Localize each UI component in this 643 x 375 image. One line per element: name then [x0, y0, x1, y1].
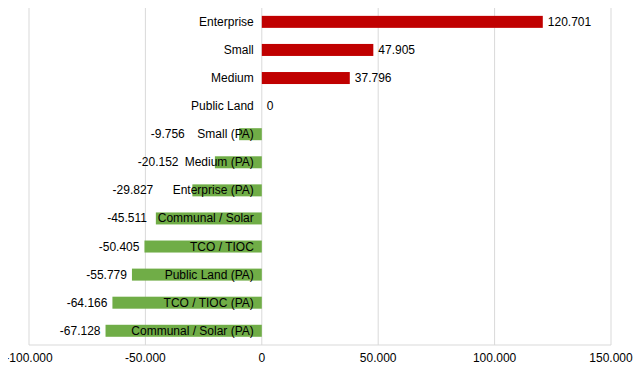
svg-text:-67.128: -67.128 [60, 324, 101, 338]
svg-text:Public Land (PA): Public Land (PA) [165, 268, 254, 282]
svg-text:Enterprise: Enterprise [199, 15, 254, 29]
svg-text:Medium: Medium [211, 71, 254, 85]
svg-text:0: 0 [267, 99, 274, 113]
svg-text:-29.827: -29.827 [113, 183, 154, 197]
svg-text:TCO / TIOC: TCO / TIOC [190, 240, 254, 254]
svg-text:0: 0 [258, 351, 265, 365]
svg-text:Communal / Solar (PA): Communal / Solar (PA) [131, 324, 253, 338]
svg-text:-45.511: -45.511 [107, 211, 147, 225]
svg-text:-50.000: -50.000 [125, 351, 166, 365]
svg-text:100.000: 100.000 [473, 351, 517, 365]
svg-text:47.905: 47.905 [378, 43, 415, 57]
svg-text:150.000: 150.000 [589, 351, 633, 365]
svg-text:120.701: 120.701 [548, 15, 592, 29]
svg-text:TCO / TIOC (PA): TCO / TIOC (PA) [164, 296, 254, 310]
svg-text:50.000: 50.000 [360, 351, 397, 365]
svg-text:Small: Small [224, 43, 254, 57]
svg-text:Medium (PA): Medium (PA) [185, 155, 254, 169]
svg-text:-100.000: -100.000 [8, 351, 53, 365]
svg-text:Small (PA): Small (PA) [197, 127, 253, 141]
svg-text:Communal / Solar: Communal / Solar [158, 211, 254, 225]
svg-text:-55.779: -55.779 [86, 268, 127, 282]
svg-text:37.796: 37.796 [355, 71, 392, 85]
svg-text:Public Land: Public Land [191, 99, 254, 113]
svg-text:-20.152: -20.152 [138, 155, 179, 169]
svg-text:-50.405: -50.405 [99, 240, 140, 254]
svg-text:-9.756: -9.756 [151, 127, 185, 141]
svg-text:Enterprise (PA): Enterprise (PA) [173, 183, 254, 197]
svg-text:-64.166: -64.166 [67, 296, 108, 310]
